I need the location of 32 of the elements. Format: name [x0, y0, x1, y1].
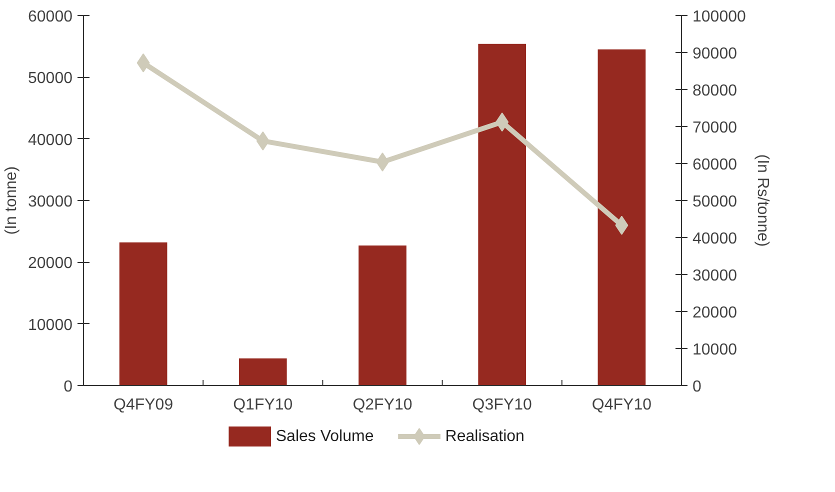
y2-tick-label: 0	[692, 378, 702, 396]
bar	[238, 358, 287, 386]
y2-tick-label: 80000	[692, 82, 738, 100]
y-tick-label: 20000	[28, 255, 73, 272]
y2-tick-label: 30000	[692, 268, 738, 284]
bar	[358, 246, 406, 386]
y-axis-title: (In tonne)	[3, 166, 20, 235]
y2-tick-label: 50000	[692, 194, 738, 210]
y-tick-label: 40000	[28, 132, 73, 149]
x-tick-label: Q2FY10	[352, 396, 412, 414]
y-tick-label: 60000	[28, 8, 73, 26]
bar	[119, 242, 168, 386]
y-tick-label: 50000	[28, 70, 73, 88]
y2-tick-label: 70000	[692, 120, 738, 136]
legend-label: Realisation	[445, 428, 524, 445]
x-tick-label: Q1FY10	[233, 396, 293, 414]
y2-tick-label: 40000	[692, 230, 738, 248]
x-tick-label: Q4FY09	[114, 396, 174, 414]
y2-tick-label: 10000	[692, 342, 738, 358]
legend-label: Sales Volume	[276, 428, 374, 445]
y2-tick-label: 20000	[692, 304, 738, 322]
bar	[478, 44, 526, 386]
x-tick-label: Q4FY10	[592, 396, 652, 414]
y-tick-label: 30000	[28, 194, 73, 210]
y-tick-label: 0	[64, 378, 73, 396]
y2-tick-label: 60000	[692, 156, 738, 174]
y-tick-label: 10000	[28, 316, 73, 334]
y2-axis-title: (In Rs/tonne)	[754, 154, 771, 247]
y2-tick-label: 90000	[692, 46, 738, 62]
bar	[598, 49, 646, 386]
y2-tick-label: 100000	[692, 8, 746, 26]
x-tick-label: Q3FY10	[472, 396, 532, 414]
